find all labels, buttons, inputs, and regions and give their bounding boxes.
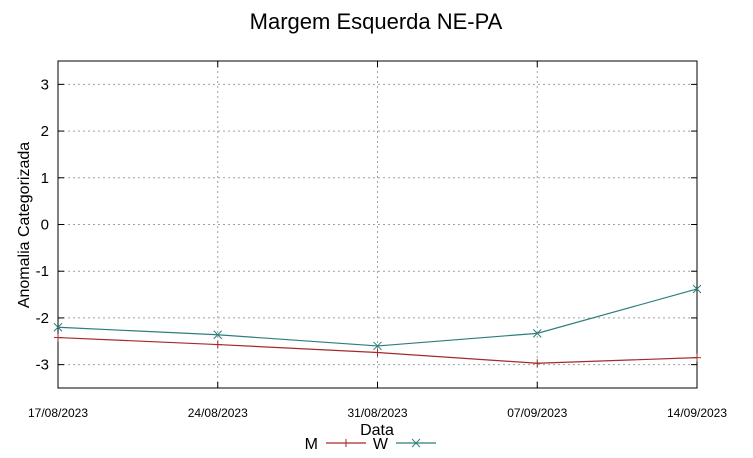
x-tick-label: 14/09/2023 [667,406,727,420]
y-axis-ticks: 3 2 1 0 -1 -2 -3 [36,76,697,374]
data-point-marker-w [532,328,542,338]
data-point-marker-w [213,330,223,340]
chart-title: Margem Esquerda NE-PA [250,9,503,34]
plot-area-frame [57,60,698,389]
legend-label-m: M [305,436,318,453]
data-point-m [213,340,222,349]
data-point-w [373,341,382,351]
data-point-w [692,284,702,294]
data-point-marker-w [373,341,382,351]
data-point-w [213,330,223,340]
data-point-m [373,348,382,357]
x-tick-label: 24/08/2023 [188,406,248,420]
y-tick-label: 3 [41,76,49,93]
legend-marker-w [411,438,421,448]
y-tick-label: 1 [41,170,49,187]
y-axis-label: Anomalia Categorizada [16,142,33,308]
data-point-m [54,333,62,342]
y-tick-label: -2 [36,310,49,327]
y-tick-label: -3 [36,357,49,374]
legend-marker-m [342,439,350,447]
data-point-w [532,328,542,338]
data-point-marker-w [692,284,702,294]
legend-label-w: W [373,436,389,453]
y-tick-label: 0 [41,217,49,234]
data-point-m [533,359,542,368]
y-tick-label: 2 [41,123,49,140]
x-tick-label: 17/08/2023 [28,406,88,420]
grid-lines [57,61,698,388]
y-tick-label: -1 [36,263,49,280]
series-lines [53,284,702,368]
x-axis-label: Data [360,422,394,439]
data-point-w [53,322,63,332]
data-point-marker-w [53,322,63,332]
x-tick-label: 07/09/2023 [507,406,567,420]
legend-marker-w [411,438,421,448]
x-tick-label: 31/08/2023 [347,406,407,420]
data-point-m [693,353,701,362]
